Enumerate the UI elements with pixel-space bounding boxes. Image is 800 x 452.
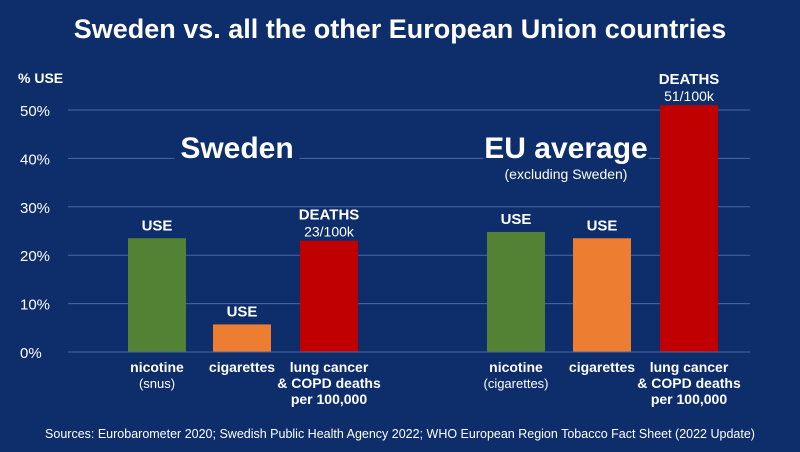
group-label: EU average bbox=[484, 132, 647, 165]
y-tick-label: 10% bbox=[20, 297, 50, 314]
group-subtitle: (excluding Sweden) bbox=[505, 166, 628, 182]
group-label-backdrop bbox=[483, 128, 649, 168]
bar-top-label: DEATHS bbox=[299, 207, 360, 224]
bar bbox=[660, 105, 718, 352]
x-category-label: per 100,000 bbox=[651, 391, 727, 407]
group-label: Sweden bbox=[180, 132, 293, 165]
bar-top-label: USE bbox=[501, 211, 532, 228]
bar-top-label: DEATHS bbox=[659, 71, 720, 88]
y-tick-label: 50% bbox=[20, 103, 50, 120]
x-category-label: lung cancer bbox=[650, 359, 729, 375]
y-tick-label: 0% bbox=[20, 345, 42, 362]
group-label-backdrop bbox=[174, 128, 300, 168]
x-category-label: cigarettes bbox=[569, 359, 635, 375]
x-category-label: per 100,000 bbox=[291, 391, 367, 407]
bar-chart: 0%10%20%30%40%50%SwedenUSEnicotine(snus)… bbox=[20, 71, 750, 407]
x-category-sublabel: (cigarettes) bbox=[483, 376, 548, 391]
y-tick-label: 40% bbox=[20, 151, 50, 168]
bar-top-label: USE bbox=[142, 217, 173, 234]
x-category-sublabel: (snus) bbox=[139, 376, 175, 391]
bar bbox=[213, 324, 271, 352]
x-category-label: lung cancer bbox=[290, 359, 369, 375]
x-category-label: & COPD deaths bbox=[277, 375, 381, 391]
sources-note: Sources: Eurobarometer 2020; Swedish Pub… bbox=[45, 427, 755, 441]
bar bbox=[573, 238, 631, 352]
y-tick-label: 30% bbox=[20, 200, 50, 217]
y-tick-label: 20% bbox=[20, 248, 50, 265]
bar bbox=[300, 240, 358, 352]
chart-title: Sweden vs. all the other European Union … bbox=[73, 14, 727, 44]
bar bbox=[487, 231, 545, 352]
x-category-label: nicotine bbox=[489, 359, 543, 375]
bar bbox=[128, 238, 186, 352]
y-axis-label: % USE bbox=[18, 70, 64, 86]
bar-value-label: 23/100k bbox=[304, 224, 355, 240]
bar-top-label: USE bbox=[227, 303, 258, 320]
bar-value-label: 51/100k bbox=[664, 88, 715, 104]
x-category-label: cigarettes bbox=[209, 359, 275, 375]
group-subtitle-backdrop bbox=[488, 164, 644, 184]
x-category-label: nicotine bbox=[130, 359, 184, 375]
x-category-label: & COPD deaths bbox=[637, 375, 741, 391]
bar-top-label: USE bbox=[587, 217, 618, 234]
